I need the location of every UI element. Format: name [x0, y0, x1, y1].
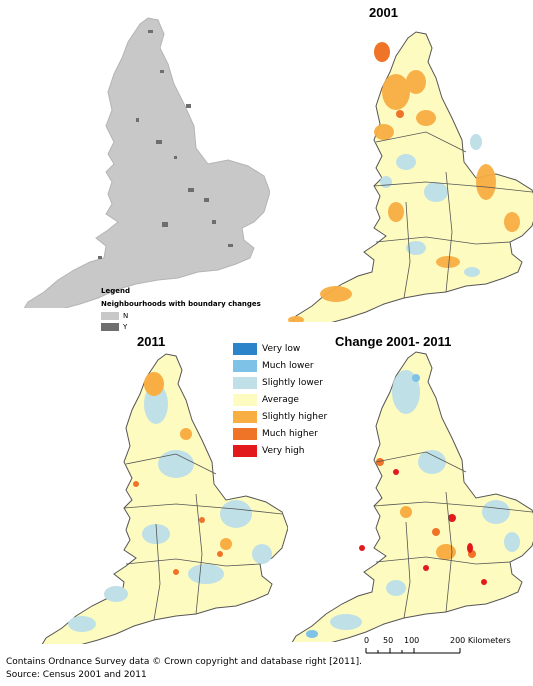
scale-tick-50: 50 [383, 636, 394, 645]
map-2001-title: 2001 [369, 5, 398, 20]
legend-swatch [233, 343, 257, 355]
boundary-change-map [21, 17, 270, 308]
scale-tick-100: 100 [404, 636, 420, 645]
legend-swatch [233, 394, 257, 406]
boundary-swatch-n [101, 312, 119, 320]
map-change-title: Change 2001- 2011 [335, 334, 452, 349]
legend-swatch [233, 411, 257, 423]
legend-label: Average [262, 395, 299, 405]
boundary-legend: Legend Neighbourhoods with boundary chan… [101, 287, 261, 308]
legend-swatch [233, 360, 257, 372]
scale-bar [365, 648, 461, 654]
legend-swatch [233, 377, 257, 389]
boundary-label-y: Y [123, 323, 128, 331]
scale-tick-200: 200 Kilometers [450, 636, 511, 645]
legend-swatch [233, 428, 257, 440]
map-change [289, 351, 533, 642]
boundary-legend-subtitle: Neighbourhoods with boundary changes [101, 300, 261, 308]
legend-label: Very high [262, 446, 305, 456]
legend-label: Very low [262, 344, 301, 354]
legend-label: Much lower [262, 361, 314, 371]
map-2011 [39, 353, 288, 644]
boundary-label-n: N [123, 312, 129, 320]
boundary-legend-title: Legend [101, 287, 130, 295]
legend-label: Much higher [262, 429, 318, 439]
source-note: Source: Census 2001 and 2011 [6, 670, 147, 680]
legend-label: Slightly lower [262, 378, 323, 388]
boundary-swatch-y [101, 323, 119, 331]
copyright-note: Contains Ordnance Survey data © Crown co… [6, 657, 362, 667]
map-2001 [288, 31, 533, 322]
legend-label: Slightly higher [262, 412, 328, 422]
scale-tick-0: 0 [364, 636, 370, 645]
map-2011-title: 2011 [137, 334, 166, 349]
legend-swatch [233, 445, 257, 457]
